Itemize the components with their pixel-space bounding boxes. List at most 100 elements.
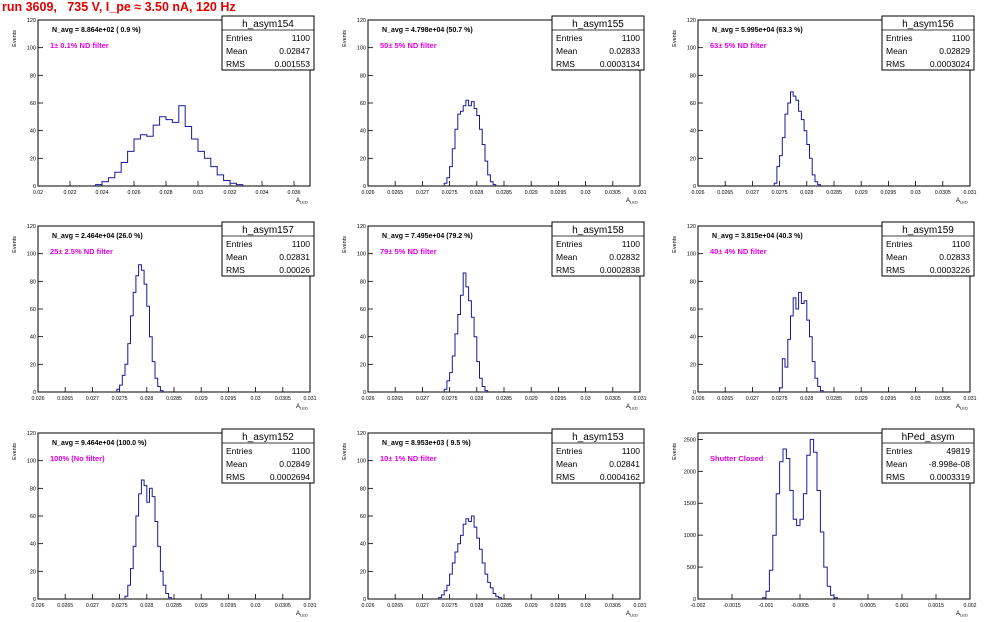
y-tick-label: 40 (360, 542, 366, 548)
y-tick-label: 0 (363, 390, 366, 396)
x-axis-label-subscript: LED (300, 613, 308, 618)
stats-box (221, 221, 315, 277)
y-tick-label: 120 (357, 18, 366, 24)
x-tick-label: 0.031 (964, 396, 977, 402)
y-tick-label: 100 (357, 46, 366, 52)
stats-value: 1100 (622, 239, 641, 249)
stats-value: 0.02832 (609, 252, 640, 262)
y-tick-label: 100 (687, 252, 696, 258)
x-tick-label: 0.03 (251, 603, 261, 609)
x-tick-label: 0.0295 (550, 603, 566, 609)
x-tick-label: 0.0305 (605, 603, 621, 609)
histogram-panel-h_asym159: 0 20 40 60 80 100 120 0.026 0.0265 0.027 0.0275 0.0… (672, 221, 977, 411)
y-tick-label: 60 (30, 307, 36, 313)
stats-title: h_asym159 (902, 225, 954, 236)
stats-key: Entries (886, 446, 912, 456)
x-tick-label: 0.0015 (928, 603, 944, 609)
y-tick-label: 40 (30, 542, 36, 548)
stats-key: Mean (226, 46, 248, 56)
y-tick-label: 0 (693, 597, 696, 603)
stats-key: Mean (886, 46, 908, 56)
stats-key: RMS (886, 472, 905, 482)
y-tick-label: 500 (687, 565, 696, 571)
stats-title: h_asym154 (242, 19, 294, 30)
histogram-bars (438, 515, 502, 599)
x-axis-label: ALED (296, 611, 308, 618)
x-axis-label: ALED (626, 404, 638, 411)
stats-title: hPed_asym (902, 432, 955, 443)
y-tick-label: 0 (693, 184, 696, 190)
navg-label: N_avg = 2.464e+04 (26.0 %) (52, 233, 143, 240)
stats-box (221, 15, 315, 71)
stats-value: 1100 (292, 239, 311, 249)
navg-label: N_avg = 4.798e+04 (50.7 %) (382, 27, 473, 34)
y-axis-label: Events (342, 236, 348, 253)
y-tick-label: 20 (360, 156, 366, 162)
x-tick-label: 0.0295 (550, 396, 566, 402)
x-tick-label: 0.027 (416, 603, 429, 609)
x-tick-label: 0.0285 (166, 396, 182, 402)
y-tick-label: 60 (30, 101, 36, 107)
y-tick-label: 100 (357, 459, 366, 465)
y-tick-label: 120 (27, 224, 36, 230)
x-tick-label: 0.026 (32, 603, 45, 609)
y-axis-label: Events (12, 443, 18, 460)
x-axis-label-subscript: LED (300, 406, 308, 411)
y-tick-label: 40 (690, 129, 696, 135)
y-tick-label: 80 (360, 73, 366, 79)
y-tick-label: 2000 (684, 469, 696, 475)
x-tick-label: 0.0305 (935, 396, 951, 402)
x-axis-label-subscript: LED (300, 200, 308, 205)
filter-note: 10± 1% ND filter (380, 454, 437, 463)
stats-key: Entries (886, 33, 912, 43)
x-tick-label: 0.026 (692, 396, 705, 402)
stats-value: -8.998e-08 (929, 459, 970, 469)
y-tick-label: 20 (30, 362, 36, 368)
stats-key: Mean (886, 459, 908, 469)
stats-key: Mean (556, 46, 578, 56)
y-tick-label: 20 (30, 569, 36, 575)
stats-key: Mean (556, 252, 578, 262)
x-axis-label-subscript: LED (630, 613, 638, 618)
x-tick-label: 0.0275 (772, 396, 788, 402)
x-axis-label: ALED (296, 404, 308, 411)
histogram-bars (443, 272, 489, 392)
y-tick-label: 40 (360, 335, 366, 341)
x-tick-label: 0.03 (581, 396, 591, 402)
x-tick-label: 0.029 (525, 603, 538, 609)
x-tick-label: 0.031 (634, 190, 647, 196)
x-tick-label: 0.0275 (442, 603, 458, 609)
x-tick-label: 0.03 (193, 190, 203, 196)
stats-title: h_asym155 (572, 19, 624, 30)
stats-value: 1100 (292, 33, 311, 43)
x-tick-label: 0.0305 (275, 603, 291, 609)
stats-value: 1100 (952, 239, 971, 249)
x-tick-label: 0.029 (195, 396, 208, 402)
y-tick-label: 60 (360, 514, 366, 520)
x-tick-label: 0.0305 (935, 190, 951, 196)
y-tick-label: 0 (33, 184, 36, 190)
y-tick-label: 80 (690, 279, 696, 285)
x-tick-label: 0.0295 (220, 603, 236, 609)
x-tick-label: 0.03 (581, 190, 591, 196)
stats-box (881, 15, 975, 71)
navg-label: N_avg = 9.464e+04 (100.0 %) (52, 440, 147, 447)
histogram-panel-h_asym153: 0 20 40 60 80 100 120 0.026 0.0265 0.027 0.0275 0.0… (342, 428, 647, 618)
x-tick-label: 0.029 (525, 190, 538, 196)
y-tick-label: 20 (690, 362, 696, 368)
x-tick-label: 0.0295 (880, 396, 896, 402)
histogram-panel-h_asym156: 0 20 40 60 80 100 120 0.026 0.0265 0.027 0.0275 0.0… (672, 15, 977, 205)
stats-key: Entries (226, 239, 252, 249)
x-tick-label: 0.028 (140, 396, 153, 402)
x-axis-label-subscript: LED (630, 406, 638, 411)
y-tick-label: 40 (360, 129, 366, 135)
stats-value: 49819 (946, 446, 970, 456)
stats-key: Entries (556, 239, 582, 249)
x-axis-label-subscript: LED (630, 200, 638, 205)
x-tick-label: 0.0305 (605, 396, 621, 402)
x-tick-label: 0.028 (140, 603, 153, 609)
y-tick-label: 120 (27, 431, 36, 437)
navg-label: N_avg = 8.864e+02 ( 0.9 %) (52, 27, 141, 34)
y-axis-label: Events (672, 30, 678, 47)
stats-value: 0.0003024 (930, 59, 970, 69)
